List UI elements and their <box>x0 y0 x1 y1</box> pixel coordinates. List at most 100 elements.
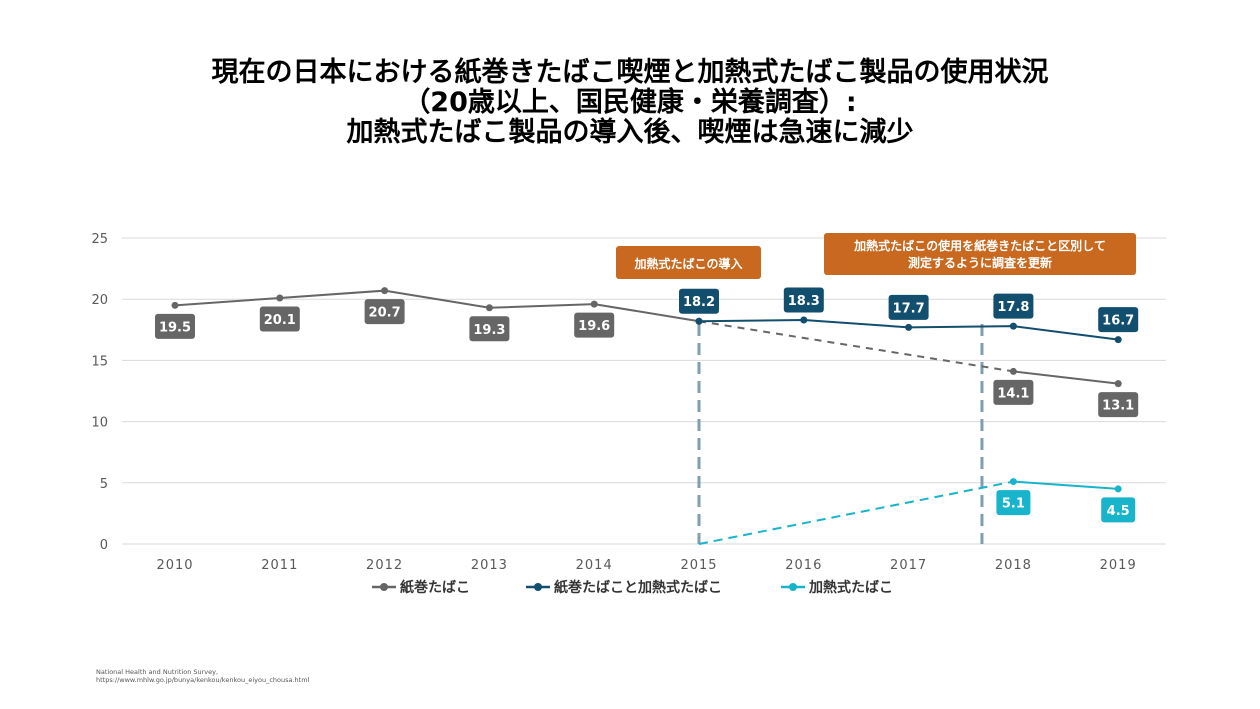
x-tick-label-2016: 2016 <box>785 558 822 573</box>
data-label-cigarette-2010: 19.5 <box>155 313 195 339</box>
data-label-combined-2019-text: 16.7 <box>1102 314 1134 329</box>
legend-swatch-point-2 <box>789 583 797 591</box>
point-0-2011 <box>276 294 284 302</box>
data-label-cigarette-2018-box <box>993 379 1034 405</box>
title-line-1: 現在の日本における紙巻きたばこ喫煙と加熱式たばこ製品の使用状況 <box>211 57 1049 88</box>
data-label-cigarette-2011-text: 20.1 <box>264 313 296 328</box>
data-label-cigarette-2014: 19.6 <box>574 312 615 338</box>
data-label-combined-2015-box <box>679 288 719 314</box>
series-line-cigarette-solid-1 <box>174 289 700 323</box>
source-note: National Health and Nutrition Survey, ht… <box>96 668 309 684</box>
data-label-cigarette-2014-text: 19.6 <box>578 319 610 334</box>
title-line-3: 加熱式たばこ製品の導入後、喫煙は急速に減少 <box>346 117 914 148</box>
point-0-2010 <box>171 301 179 309</box>
point-1-2016 <box>800 316 808 324</box>
data-label-cigarette-2019: 13.1 <box>1098 392 1139 418</box>
point-0-2012 <box>381 287 389 295</box>
data-label-combined-2016-text: 18.3 <box>788 294 820 309</box>
point-0-2018 <box>1009 367 1017 375</box>
annotation-survey-update-text-1: 加熱式たばこの使用を紙巻きたばこと区別して <box>853 238 1106 253</box>
data-labels: 19.5 20.1 20.7 19.3 19.6 14.1 13.1 18.2 18.3 17.7… <box>155 287 1139 523</box>
point-1-2015 <box>695 317 703 325</box>
annotation-boxes: 加熱式たばこの導入 加熱式たばこの使用を紙巻きたばこと区別して測定するように調査を… <box>616 233 1136 279</box>
annotation-introduction-text: 加熱式たばこの導入 <box>633 256 742 271</box>
point-0-2019 <box>1114 380 1122 388</box>
x-tick-label-2014: 2014 <box>576 558 613 573</box>
y-tick-label-0: 0 <box>100 538 108 553</box>
series-lines <box>174 289 1119 545</box>
data-label-combined-2018: 17.8 <box>993 293 1034 319</box>
data-label-cigarette-2011: 20.1 <box>259 306 300 332</box>
annotation-survey-update-text-2: 測定するように調査を更新 <box>908 255 1052 270</box>
data-label-heated-2018-box <box>996 490 1031 516</box>
x-tick-label-2012: 2012 <box>366 558 403 573</box>
data-label-cigarette-2013: 19.3 <box>469 316 510 342</box>
data-label-cigarette-2011-box <box>259 306 300 332</box>
x-tick-label-2019: 2019 <box>1100 558 1137 573</box>
legend: 紙巻たばこ 紙巻たばこと加熱式たばこ 加熱式たばこ <box>372 579 893 596</box>
data-label-cigarette-2012-text: 20.7 <box>369 306 401 321</box>
legend-item-0: 紙巻たばこ <box>372 579 470 596</box>
title-line-2: （20歳以上、国民健康・栄養調査）: <box>403 87 857 118</box>
data-label-combined-2017-box <box>888 294 929 320</box>
source-line-2: https://www.mhlw.go.jp/bunya/kenkou/kenk… <box>96 676 310 684</box>
data-label-combined-2016: 18.3 <box>783 287 824 313</box>
y-tick-label-25: 25 <box>91 232 108 247</box>
legend-label-1: 紙巻たばこと加熱式たばこ <box>554 579 722 596</box>
series-line-heated-dashed <box>698 480 1014 545</box>
data-label-heated-2019-text: 4.5 <box>1107 504 1130 519</box>
y-tick-label-5: 5 <box>100 477 108 492</box>
series-line-cigarette-solid-2 <box>1013 370 1119 385</box>
series-line-heated-solid <box>1013 480 1119 490</box>
data-label-heated-2018-text: 5.1 <box>1002 497 1025 512</box>
data-label-combined-2015-text: 18.2 <box>683 295 715 310</box>
chart-title: 現在の日本における紙巻きたばこ喫煙と加熱式たばこ製品の使用状況 （20歳以上、国… <box>0 58 1260 148</box>
y-tick-label-15: 15 <box>91 354 108 369</box>
y-tick-label-20: 20 <box>91 293 108 308</box>
data-label-cigarette-2012-box <box>364 299 405 325</box>
legend-swatch-point-1 <box>534 583 542 591</box>
data-label-heated-2019: 4.5 <box>1101 497 1136 523</box>
data-label-cigarette-2010-box <box>155 313 195 339</box>
x-tick-label-2015: 2015 <box>680 558 717 573</box>
source-line-1: National Health and Nutrition Survey, <box>96 668 219 676</box>
reference-lines <box>697 324 984 544</box>
data-label-cigarette-2012: 20.7 <box>364 299 405 325</box>
point-2-2018 <box>1009 478 1017 486</box>
data-label-combined-2017: 17.7 <box>888 294 929 320</box>
data-label-combined-2018-box <box>993 293 1034 319</box>
annotation-introduction-box <box>616 246 761 279</box>
x-tick-label-2011: 2011 <box>261 558 298 573</box>
data-label-combined-2016-box <box>783 287 824 313</box>
data-label-cigarette-2019-text: 13.1 <box>1102 399 1134 414</box>
data-label-combined-2019: 16.7 <box>1098 307 1139 333</box>
data-label-cigarette-2019-box <box>1098 392 1139 418</box>
point-0-2014 <box>590 300 598 308</box>
data-label-cigarette-2018-text: 14.1 <box>997 386 1029 401</box>
point-1-2019 <box>1114 336 1122 344</box>
data-label-combined-2019-box <box>1098 307 1139 333</box>
annotation-introduction: 加熱式たばこの導入 <box>616 246 761 279</box>
y-tick-label-10: 10 <box>91 416 108 431</box>
axis-ticks: 0 5 10 15 20 25 2010 2011 2012 2013 2014 2015 2016 20… <box>91 232 1137 573</box>
series-points <box>171 287 1122 493</box>
annotation-survey-update-box <box>824 233 1136 275</box>
legend-item-1: 紙巻たばこと加熱式たばこ <box>526 579 722 596</box>
point-1-2017 <box>905 323 913 331</box>
data-label-cigarette-2014-box <box>574 312 615 338</box>
data-label-combined-2017-text: 17.7 <box>893 301 925 316</box>
x-tick-label-2018: 2018 <box>995 558 1032 573</box>
series-line-cigarette-dashed <box>698 320 1014 373</box>
point-0-2013 <box>485 304 493 312</box>
legend-swatch-point-0 <box>380 583 388 591</box>
legend-item-2: 加熱式たばこ <box>781 579 893 596</box>
data-label-heated-2018: 5.1 <box>996 490 1031 516</box>
data-label-heated-2019-box <box>1101 497 1136 523</box>
x-tick-label-2010: 2010 <box>156 558 193 573</box>
x-tick-label-2013: 2013 <box>471 558 508 573</box>
point-1-2018 <box>1009 322 1017 330</box>
point-2-2019 <box>1114 485 1122 493</box>
legend-label-2: 加熱式たばこ <box>808 579 893 596</box>
